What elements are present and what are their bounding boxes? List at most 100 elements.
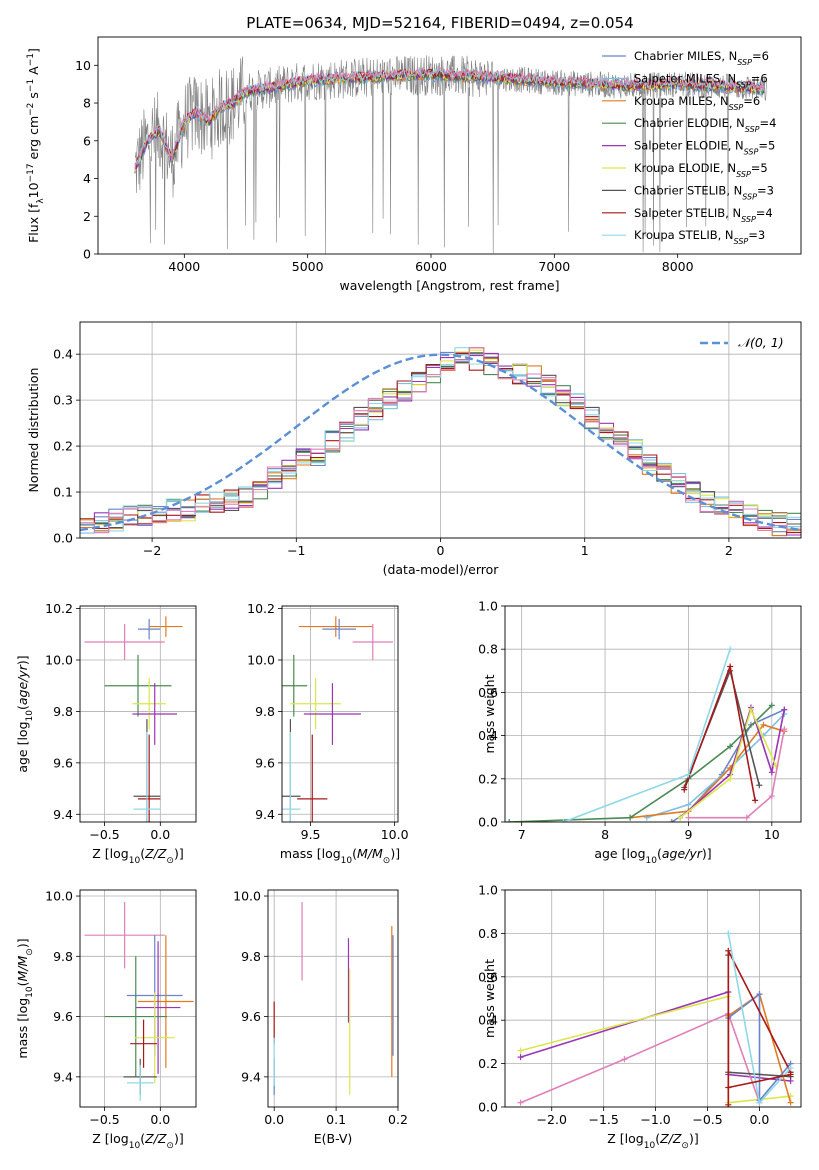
y-tick-label: 10.0 bbox=[233, 889, 261, 904]
y-tick-label: 0.3 bbox=[53, 393, 73, 408]
weight-point-marker bbox=[727, 646, 734, 653]
weight-point-marker bbox=[768, 769, 775, 776]
x-tick-label: −2.0 bbox=[537, 1112, 567, 1127]
model-spectrum-line bbox=[134, 66, 765, 170]
weight-point-marker bbox=[685, 814, 692, 821]
weight-point-marker bbox=[768, 702, 775, 709]
weight-point-marker bbox=[787, 1071, 794, 1078]
panel-spectrum: 4000 5000 6000 7000 8000 0 2 4 6 8 10 Chabrier MILE… bbox=[26, 36, 802, 293]
y-tick-label: 0.0 bbox=[53, 531, 73, 546]
axes-frame: 0.0 0.1 0.2 9.4 9.6 9.8 10.0 E(B-V) bbox=[233, 889, 408, 1146]
weight-series-line bbox=[509, 704, 773, 822]
legend-label: Kroupa MILES, NSSP=6 bbox=[634, 94, 760, 112]
weight-point-marker bbox=[677, 814, 684, 821]
weight-point-marker bbox=[506, 819, 513, 822]
y-tick-label: 9.6 bbox=[255, 755, 275, 770]
y-axis-label: mass [log10(M/M⊙)] bbox=[15, 938, 35, 1058]
y-tick-label: 0.1 bbox=[53, 485, 73, 500]
weight-series-line bbox=[520, 1012, 761, 1104]
weight-series-line bbox=[688, 728, 786, 819]
x-tick-label: −1 bbox=[287, 543, 305, 558]
y-tick-label: 1.0 bbox=[478, 599, 498, 614]
spectrum-legend: Chabrier MILES, NSSP=6 Salpeter MILES, NS… bbox=[602, 49, 776, 246]
legend-label: Chabrier STELIB, NSSP=3 bbox=[634, 183, 774, 201]
axes-frame: −0.5 0.0 9.4 9.6 9.8 10.0 10.2 Z [log10(Z/Z⊙)] a… bbox=[15, 601, 197, 866]
y-tick-label: 2 bbox=[83, 209, 91, 224]
x-tick-label: −2 bbox=[143, 543, 161, 558]
x-tick-label: 0.2 bbox=[388, 1112, 408, 1127]
y-tick-label: 0 bbox=[83, 247, 91, 262]
y-tick-label: 9.6 bbox=[241, 1009, 261, 1024]
x-tick-label: 0.0 bbox=[264, 1112, 284, 1127]
y-tick-label: 6 bbox=[83, 133, 91, 148]
weight-series-line bbox=[728, 1073, 791, 1089]
panel-weight-vs-z: −2.0 −1.5 −1.0 −0.5 0.0 0.0 0.2 0.4 0.6 0.8 1.0 Z [… bbox=[478, 883, 802, 1151]
y-tick-label: 1.0 bbox=[478, 883, 498, 898]
y-tick-label: 0.0 bbox=[478, 1100, 498, 1115]
y-tick-label: 9.8 bbox=[53, 949, 73, 964]
weight-point-marker bbox=[725, 930, 732, 937]
legend-label: Salpeter ELODIE, NSSP=5 bbox=[634, 139, 775, 157]
model-spectrum-line bbox=[134, 68, 765, 170]
model-spectrum-line bbox=[134, 67, 765, 166]
x-axis-label: wavelength [Angstrom, rest frame] bbox=[339, 278, 559, 293]
histogram-step bbox=[80, 346, 801, 534]
weight-point-marker bbox=[560, 819, 567, 822]
axes-border bbox=[267, 889, 399, 1108]
weight-point-marker bbox=[725, 947, 732, 954]
legend-label: Chabrier MILES, NSSP=6 bbox=[634, 49, 769, 67]
x-tick-label: 0.0 bbox=[750, 1112, 770, 1127]
legend-label: Kroupa STELIB, NSSP=3 bbox=[634, 228, 765, 246]
y-axis-label: mass weight bbox=[482, 674, 497, 753]
axes-border bbox=[281, 605, 399, 823]
figure-title: PLATE=0634, MJD=52164, FIBERID=0494, z=0… bbox=[246, 14, 633, 32]
x-tick-label: 10 bbox=[764, 827, 780, 842]
y-tick-label: 9.8 bbox=[241, 949, 261, 964]
x-tick-label: 4000 bbox=[168, 259, 200, 274]
weight-series-line bbox=[679, 707, 777, 819]
y-tick-label: 10 bbox=[75, 58, 91, 73]
panel-weight-vs-age: 7 8 9 10 0.0 0.2 0.4 0.6 0.8 1.0 age [log10(age/yr… bbox=[478, 599, 802, 866]
weight-point-marker bbox=[756, 782, 763, 789]
weight-point-marker bbox=[756, 991, 763, 998]
x-tick-label: 1 bbox=[581, 543, 589, 558]
y-tick-label: 10.0 bbox=[45, 653, 73, 668]
x-axis-label: age [log10(age/yr)] bbox=[594, 846, 711, 866]
y-axis-label: age [log10(age/yr)] bbox=[15, 655, 35, 772]
axes-frame: 4000 5000 6000 7000 8000 0 2 4 6 8 10 Chabrier MILE… bbox=[26, 36, 802, 293]
weight-point-marker bbox=[781, 706, 788, 713]
axes-border bbox=[79, 889, 197, 1108]
y-tick-label: 8 bbox=[83, 96, 91, 111]
y-tick-label: 9.4 bbox=[255, 807, 275, 822]
axes-frame: −0.5 0.0 9.4 9.6 9.8 10.0 Z [log10(Z/Z⊙)] mass … bbox=[15, 889, 197, 1151]
x-tick-label: 9 bbox=[684, 827, 692, 842]
axes-border bbox=[504, 605, 802, 823]
axes-frame: 7 8 9 10 0.0 0.2 0.4 0.6 0.8 1.0 age [log10(age/yr… bbox=[478, 599, 802, 866]
y-tick-label: 0.6 bbox=[478, 969, 498, 984]
weight-point-marker bbox=[756, 1099, 763, 1106]
legend-label: Salpeter STELIB, NSSP=4 bbox=[634, 206, 773, 224]
weight-point-marker bbox=[743, 814, 750, 821]
weight-point-marker bbox=[517, 1099, 524, 1106]
panel-residuals: −2 −1 0 1 2 0.0 0.1 0.2 0.3 0.4 𝒩(0, 1) (data-model… bbox=[26, 321, 802, 577]
y-tick-label: 9.8 bbox=[255, 704, 275, 719]
y-axis-label: Normed distribution bbox=[26, 368, 41, 493]
x-tick-label: −1.0 bbox=[640, 1112, 670, 1127]
x-tick-label: 10.0 bbox=[381, 827, 409, 842]
y-tick-label: 9.8 bbox=[53, 704, 73, 719]
y-tick-label: 9.4 bbox=[53, 807, 73, 822]
legend-label: Chabrier ELODIE, NSSP=4 bbox=[634, 116, 776, 134]
weight-series-line bbox=[679, 704, 786, 819]
x-tick-label: −0.5 bbox=[89, 1112, 119, 1127]
x-tick-label: 8 bbox=[601, 827, 609, 842]
x-tick-label: 0.1 bbox=[326, 1112, 346, 1127]
weight-point-marker bbox=[627, 814, 634, 821]
y-tick-label: 0.6 bbox=[478, 685, 498, 700]
normal-distribution-curve bbox=[80, 353, 801, 532]
y-tick-label: 0.2 bbox=[478, 1056, 498, 1071]
y-axis-label: Flux [fλ10−17 erg cm−2 s−1 A−1] bbox=[26, 48, 46, 243]
x-tick-label: −0.5 bbox=[89, 827, 119, 842]
weight-series-line bbox=[727, 992, 792, 1103]
y-tick-label: 0.0 bbox=[478, 815, 498, 830]
plot-area bbox=[282, 616, 393, 822]
